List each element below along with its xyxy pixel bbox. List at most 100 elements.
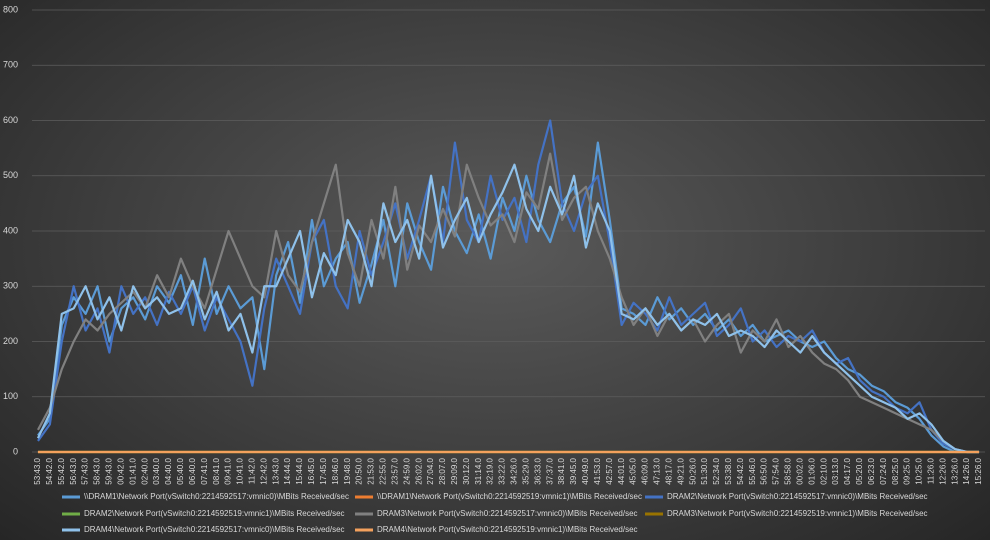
x-tick-label: 57:54.0 — [772, 457, 781, 484]
x-tick-label: 05:40.0 — [176, 457, 185, 484]
y-tick-label: 700 — [3, 60, 18, 70]
x-tick-label: 20:50.0 — [355, 457, 364, 484]
x-tick-label: 56:43.0 — [69, 457, 78, 484]
x-tick-label: 07:24.0 — [879, 457, 888, 484]
x-tick-label: 02:10.0 — [819, 457, 828, 484]
legend-label: DRAM2\Network Port(vSwitch0:2214592519:v… — [84, 509, 345, 518]
legend-label: DRAM4\Network Port(vSwitch0:2214592519:v… — [377, 525, 638, 534]
x-tick-label: 22:55.0 — [379, 457, 388, 484]
x-tick-label: 58:58.0 — [784, 457, 793, 484]
x-tick-label: 00:42.0 — [116, 457, 125, 484]
x-tick-label: 04:40.0 — [164, 457, 173, 484]
x-tick-label: 11:42.0 — [247, 457, 256, 484]
x-tick-label: 51:30.0 — [700, 457, 709, 484]
x-tick-label: 32:19.0 — [486, 457, 495, 484]
x-tick-label: 03:13.0 — [831, 457, 840, 484]
x-tick-label: 44:01.0 — [617, 457, 626, 484]
series-line — [36, 163, 980, 454]
x-tick-label: 37:37.0 — [545, 457, 554, 484]
x-tick-label: 03:40.0 — [152, 457, 161, 484]
x-tick-label: 34:26.0 — [510, 457, 519, 484]
x-tick-label: 08:41.0 — [212, 457, 221, 484]
x-tick-label: 14:44.0 — [283, 457, 292, 484]
x-tick-label: 35:29.0 — [521, 457, 530, 484]
x-tick-label: 29:09.0 — [450, 457, 459, 484]
y-tick-label: 0 — [13, 446, 18, 456]
x-tick-label: 26:02.0 — [414, 457, 423, 484]
x-tick-label: 39:45.0 — [569, 457, 578, 484]
legend-label: DRAM2\Network Port(vSwitch0:2214592517:v… — [667, 492, 928, 501]
x-tick-label: 07:41.0 — [200, 457, 209, 484]
x-tick-label: 09:25.0 — [903, 457, 912, 484]
x-tick-label: 15:44.0 — [295, 457, 304, 484]
x-tick-label: 24:59.0 — [402, 457, 411, 484]
x-tick-label: 18:46.0 — [331, 457, 340, 484]
legend-label: DRAM4\Network Port(vSwitch0:2214592517:v… — [84, 525, 345, 534]
x-tick-label: 12:26.0 — [938, 457, 947, 484]
series-line — [37, 141, 980, 454]
x-tick-label: 05:20.0 — [855, 457, 864, 484]
x-tick-label: 54:42.0 — [45, 457, 54, 484]
x-tick-label: 33:22.0 — [498, 457, 507, 484]
x-tick-label: 28:07.0 — [438, 457, 447, 484]
y-tick-label: 400 — [3, 225, 18, 235]
y-tick-label: 300 — [3, 281, 18, 291]
x-tick-label: 12:42.0 — [259, 457, 268, 484]
x-tick-label: 27:04.0 — [426, 457, 435, 484]
x-tick-label: 21:53.0 — [367, 457, 376, 484]
x-tick-label: 19:48.0 — [343, 457, 352, 484]
x-tick-label: 45:05.0 — [629, 457, 638, 484]
x-tick-label: 00:02.0 — [795, 457, 804, 484]
x-tick-label: 59:43.0 — [105, 457, 114, 484]
x-tick-label: 55:42.0 — [57, 457, 66, 484]
legend-label: DRAM3\Network Port(vSwitch0:2214592517:v… — [377, 509, 638, 518]
x-tick-label: 13:43.0 — [271, 457, 280, 484]
y-tick-label: 800 — [3, 4, 18, 14]
legend-label: \\DRAM1\Network Port(vSwitch0:2214592519… — [377, 492, 642, 501]
legend-label: DRAM3\Network Port(vSwitch0:2214592519:v… — [667, 509, 928, 518]
x-tick-label: 02:40.0 — [140, 457, 149, 484]
y-tick-label: 100 — [3, 391, 18, 401]
x-tick-label: 36:33.0 — [533, 457, 542, 484]
x-tick-label: 06:40.0 — [188, 457, 197, 484]
x-tick-label: 31:14.0 — [474, 457, 483, 484]
x-tick-label: 52:34.0 — [712, 457, 721, 484]
x-tick-label: 53:38.0 — [724, 457, 733, 484]
x-tick-label: 09:41.0 — [224, 457, 233, 484]
x-tick-label: 04:17.0 — [843, 457, 852, 484]
x-tick-label: 40:49.0 — [581, 457, 590, 484]
legend-label: \\DRAM1\Network Port(vSwitch0:2214592517… — [84, 492, 349, 501]
x-tick-label: 01:06.0 — [807, 457, 816, 484]
x-tick-label: 10:41.0 — [236, 457, 245, 484]
x-tick-label: 57:43.0 — [81, 457, 90, 484]
y-tick-label: 600 — [3, 115, 18, 125]
x-tick-label: 42:57.0 — [605, 457, 614, 484]
x-tick-label: 16:45.0 — [307, 457, 316, 484]
x-tick-label: 48:17.0 — [664, 457, 673, 484]
x-tick-label: 53:43.0 — [33, 457, 42, 484]
x-tick-label: 13:26.0 — [950, 457, 959, 484]
x-tick-label: 15:26.0 — [974, 457, 983, 484]
x-tick-label: 23:57.0 — [390, 457, 399, 484]
x-tick-label: 50:26.0 — [688, 457, 697, 484]
x-tick-label: 01:41.0 — [128, 457, 137, 484]
x-tick-label: 14:26.0 — [962, 457, 971, 484]
x-tick-label: 30:12.0 — [462, 457, 471, 484]
x-tick-label: 47:13.0 — [653, 457, 662, 484]
x-tick-label: 11:26.0 — [927, 457, 936, 484]
y-tick-label: 500 — [3, 170, 18, 180]
x-tick-label: 56:50.0 — [760, 457, 769, 484]
x-tick-label: 08:25.0 — [891, 457, 900, 484]
x-tick-label: 17:45.0 — [319, 457, 328, 484]
x-tick-label: 06:23.0 — [867, 457, 876, 484]
x-tick-label: 41:53.0 — [593, 457, 602, 484]
x-tick-label: 46:09.0 — [641, 457, 650, 484]
x-tick-label: 58:43.0 — [93, 457, 102, 484]
x-tick-label: 10:25.0 — [915, 457, 924, 484]
x-tick-label: 38:41.0 — [557, 457, 566, 484]
y-tick-label: 200 — [3, 336, 18, 346]
x-tick-label: 55:46.0 — [748, 457, 757, 484]
x-tick-label: 49:21.0 — [676, 457, 685, 484]
